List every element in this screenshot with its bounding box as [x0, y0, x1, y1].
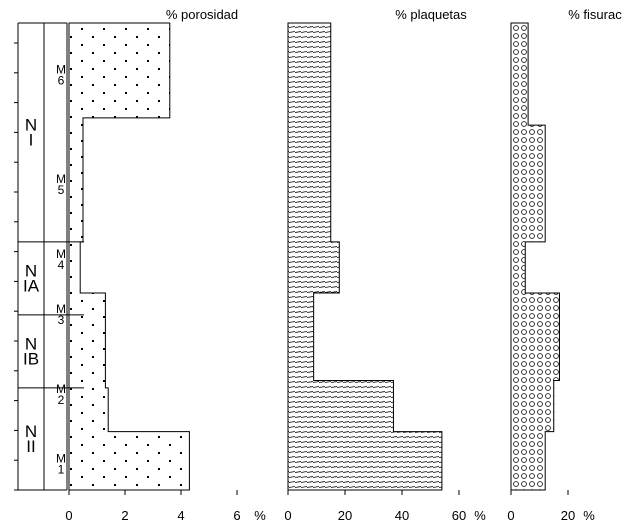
zone-label-number: I: [29, 130, 34, 149]
zone-label-prefix: N: [25, 334, 37, 353]
panel-0: % porosidad 0 2 4 6%: [65, 7, 266, 523]
x-tick-label: 0: [65, 508, 72, 523]
panel-title: % porosidad: [166, 7, 238, 22]
subzone-label-number: 4: [58, 258, 65, 272]
zone-label-prefix: N: [25, 115, 37, 134]
zone-label-prefix: N: [25, 261, 37, 280]
subzone-label-prefix: M: [56, 172, 66, 186]
subzone-label-prefix: M: [56, 302, 66, 316]
x-tick-label: 60: [452, 508, 466, 523]
zone-label-prefix: N: [25, 422, 37, 441]
subzone-label-number: 1: [58, 462, 65, 476]
x-tick-label: 20: [561, 508, 575, 523]
zone-label-number: IB: [23, 349, 39, 368]
subzone-label-prefix: M: [56, 247, 66, 261]
panel-title: % fisurac: [568, 7, 622, 22]
x-unit-label: %: [474, 508, 486, 523]
x-tick-label: 20: [338, 508, 352, 523]
x-tick-label: 6: [233, 508, 240, 523]
x-tick-label: 40: [395, 508, 409, 523]
subzone-label-number: 5: [58, 183, 65, 197]
x-tick-label: 4: [177, 508, 184, 523]
subzone-label-prefix: M: [56, 63, 66, 77]
panel-1: % plaquetas 0 20 40 60%: [284, 7, 486, 523]
x-tick-label: 2: [121, 508, 128, 523]
profile-area: [510, 22, 560, 491]
subzone-label-number: 2: [58, 393, 65, 407]
zone-label-number: IA: [23, 276, 40, 295]
x-unit-label: %: [254, 508, 266, 523]
panel-2: % fisurac 0 20%: [507, 7, 622, 523]
x-tick-label: 0: [507, 508, 514, 523]
x-tick-label: 0: [284, 508, 291, 523]
subzone-label-prefix: M: [56, 451, 66, 465]
profile-area: [68, 22, 190, 491]
zone-label-number: II: [26, 437, 35, 456]
x-unit-label: %: [583, 508, 595, 523]
profile-area: [287, 22, 443, 491]
subzone-label-number: 6: [58, 74, 65, 88]
subzone-label-prefix: M: [56, 382, 66, 396]
panel-title: % plaquetas: [395, 7, 467, 22]
subzone-label-number: 3: [58, 313, 65, 327]
